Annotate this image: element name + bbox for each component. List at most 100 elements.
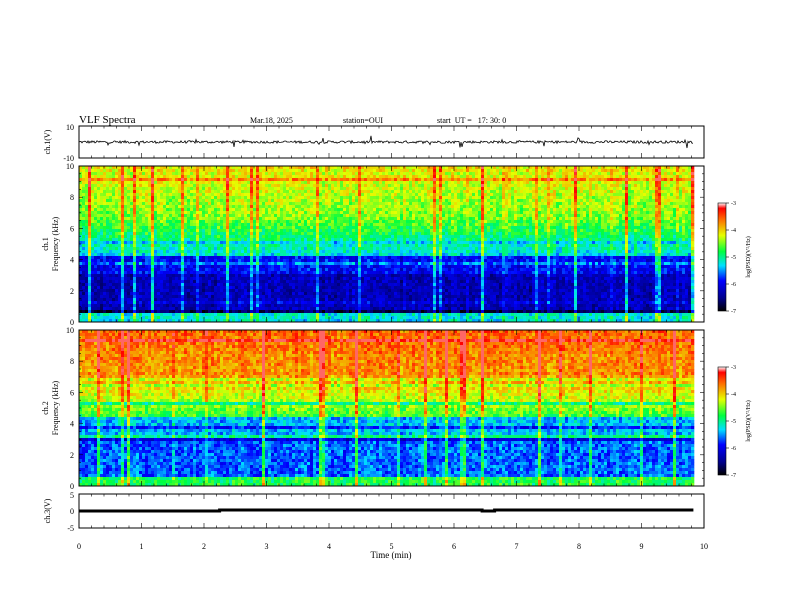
spectrogram-cell [541,199,545,203]
spectrogram-cell [466,190,470,194]
spectrogram-cell [319,202,323,206]
spectrogram-cell [544,166,548,170]
spectrogram-cell [448,181,452,185]
spectrogram-cell [370,178,374,182]
spectrogram-cell [394,220,398,224]
spectrogram-cell [472,232,476,236]
spectrogram-cell [103,226,107,230]
spectrogram-cell [148,169,152,173]
spectrogram-cell [559,217,563,221]
spectrogram-cell [670,190,674,194]
spectrogram-cell [97,187,101,191]
spectrogram-cell [367,199,371,203]
spectrogram-cell [586,223,590,227]
spectrogram-cell [592,193,596,197]
spectrogram-cell [364,208,368,212]
spectrogram-cell [226,232,230,236]
spectrogram-cell [433,184,437,188]
spectrogram-cell [103,208,107,212]
spectrogram-cell [535,199,539,203]
spectrogram-cell [187,184,191,188]
spectrogram-cell [259,166,263,170]
spectrogram-cell [214,181,218,185]
spectrogram-cell [121,235,125,239]
spectrogram-cell [628,178,632,182]
spectrogram-cell [253,166,257,170]
spectrogram-cell [559,232,563,236]
spectrogram-cell [199,196,203,200]
spectrogram-cell [319,172,323,176]
spectrogram-cell [244,217,248,221]
spectrogram-cell [670,217,674,221]
spectrogram-cell [529,187,533,191]
spectrogram-cell [337,235,341,239]
spectrogram-cell [451,184,455,188]
spectrogram-cell [622,193,626,197]
spectrogram-cell [616,229,620,233]
spectrogram-cell [397,235,401,239]
spectrogram-cell [202,223,206,227]
spectrogram-cell [382,220,386,224]
spectrogram-cell [97,232,101,236]
spectrogram-cell [487,202,491,206]
spectrogram-cell [367,223,371,227]
spectrogram-cell [160,190,164,194]
spectrogram-cell [97,214,101,218]
spectrogram-cell [112,169,116,173]
spectrogram-cell [505,178,509,182]
spectrogram-cell [235,178,239,182]
spectrogram-cell [214,211,218,215]
spectrogram-cell [574,205,578,209]
spectrogram-cell [412,169,416,173]
spectrogram-cell [163,202,167,206]
spectrogram-cell [448,178,452,182]
spectrogram-cell [385,193,389,197]
spectrogram-cell [151,166,155,170]
spectrogram-cell [229,235,233,239]
spectrogram-cell [619,220,623,224]
spectrogram-cell [649,175,653,179]
spectrogram-cell [118,178,122,182]
spectrogram-cell [421,220,425,224]
spectrogram-cell [346,217,350,221]
spectrogram-cell [253,220,257,224]
spectrogram-cell [142,223,146,227]
spectrogram-cell [388,172,392,176]
spectrogram-cell [418,181,422,185]
spectrogram-cell [424,172,428,176]
spectrogram-cell [550,190,554,194]
spectrogram-cell [250,178,254,182]
spectrogram-cell [361,166,365,170]
spectrogram-cell [325,187,329,191]
spectrogram-cell [196,184,200,188]
spectrogram-cell [223,235,227,239]
spectrogram-cell [178,220,182,224]
spectrogram-cell [268,181,272,185]
spectrogram-cell [460,193,464,197]
spectrogram-cell [529,196,533,200]
spectrogram-cell [310,217,314,221]
spectrogram-cell [544,211,548,215]
spectrogram-cell [634,169,638,173]
spectrogram-cell [640,196,644,200]
spectrogram-cell [664,184,668,188]
spectrogram-cell [553,172,557,176]
spectrogram-cell [241,169,245,173]
spectrogram-cell [394,223,398,227]
spectrogram-cell [337,178,341,182]
spectrogram-cell [139,196,143,200]
spectrogram-cell [646,190,650,194]
spectrogram-cell [424,226,428,230]
spectrogram-cell [328,193,332,197]
spectrogram-cell [184,208,188,212]
spectrogram-cell [562,214,566,218]
spectrogram-cell [106,211,110,215]
spectrogram-cell [436,223,440,227]
spectrogram-cell [379,214,383,218]
spectrogram-cell [367,214,371,218]
spectrogram-cell [241,223,245,227]
spectrogram-cell [658,226,662,230]
spectrogram-cell [244,190,248,194]
spectrogram-cell [406,196,410,200]
spectrogram-cell [226,196,230,200]
